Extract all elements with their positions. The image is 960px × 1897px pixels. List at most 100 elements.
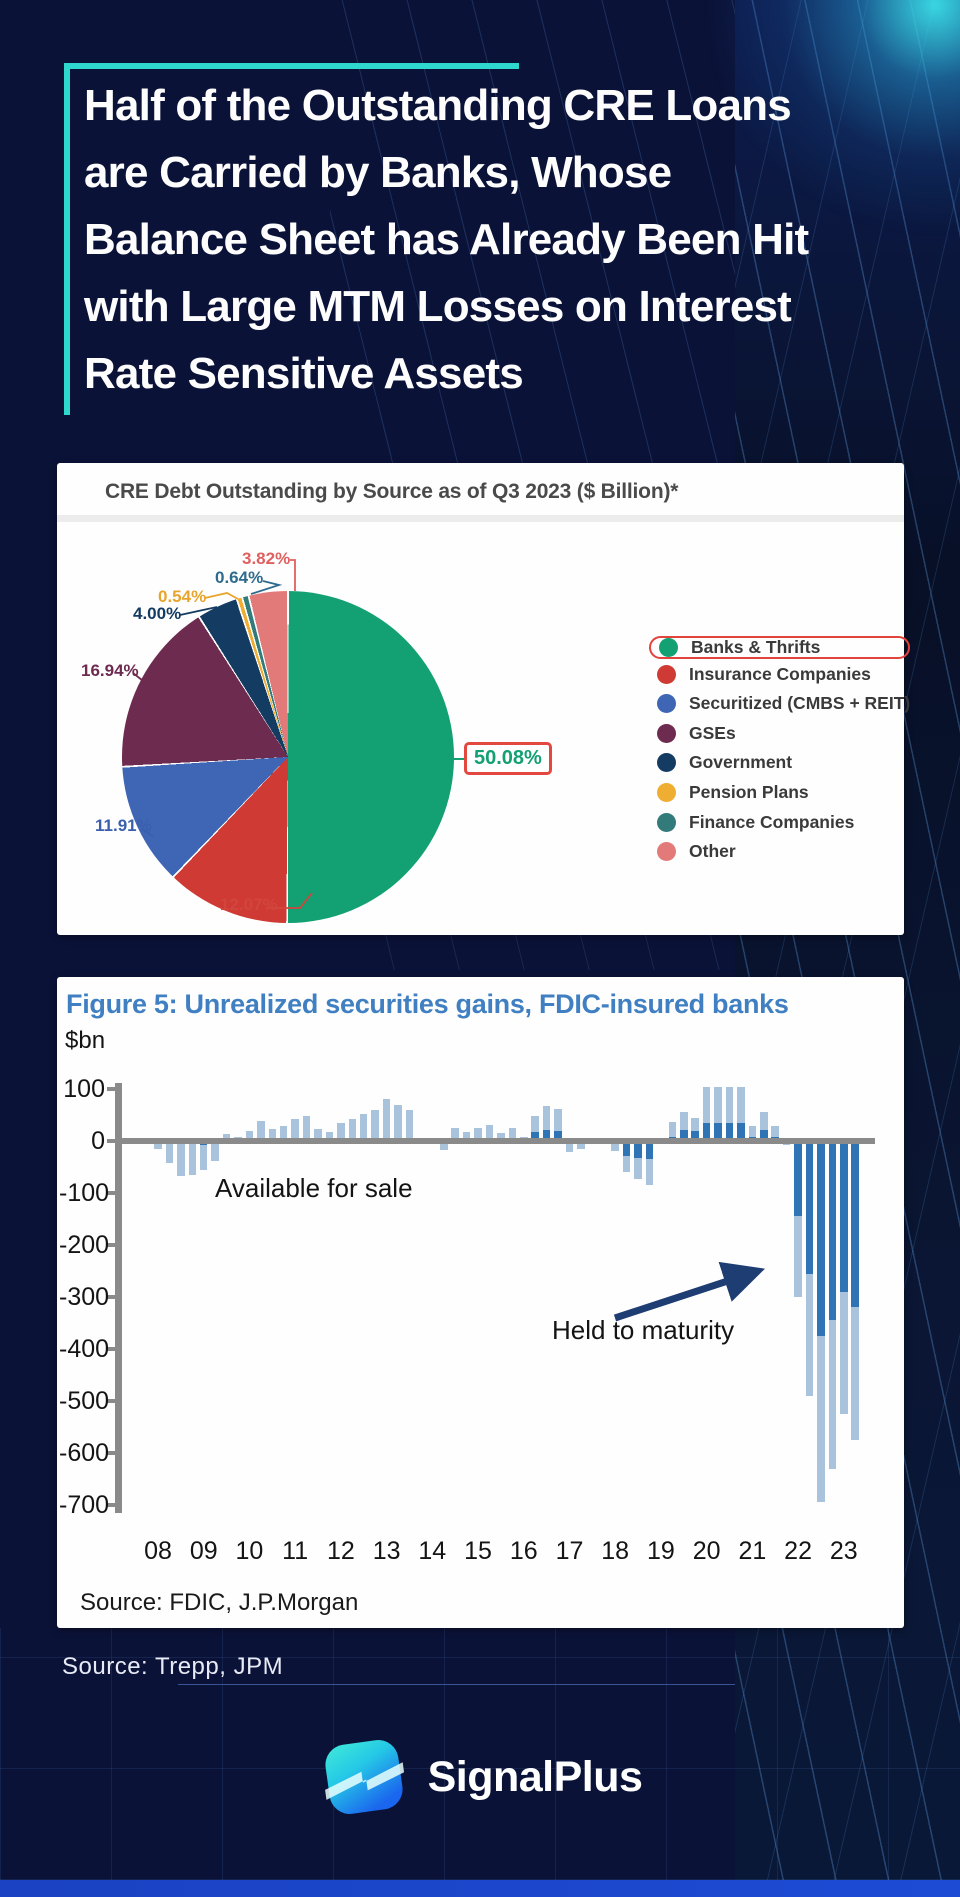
- legend-swatch: [657, 842, 676, 862]
- bar-segment: [851, 1141, 859, 1308]
- y-tick: [107, 1087, 115, 1091]
- legend-label: Other: [689, 841, 736, 862]
- y-tick-label: -600: [59, 1439, 110, 1467]
- bar-segment: [257, 1121, 265, 1141]
- x-year-label: 14: [418, 1537, 447, 1565]
- title-line: with Large MTM Losses on Interest: [84, 282, 792, 331]
- background-grid: [0, 1628, 960, 1880]
- title-accent-horizontal-line: [64, 63, 519, 69]
- x-year-label: 13: [372, 1537, 401, 1565]
- bar-segment: [714, 1122, 722, 1141]
- title-line: are Carried by Banks, Whose: [84, 148, 672, 197]
- bar-segment: [828, 1320, 837, 1469]
- bar-segment: [451, 1128, 459, 1141]
- y-tick-label: -200: [59, 1231, 110, 1259]
- x-year-label: 19: [647, 1537, 675, 1565]
- legend-label: GSEs: [689, 722, 736, 743]
- legend-item: Pension Plans: [657, 781, 910, 804]
- x-axis-line: [115, 1138, 875, 1144]
- bar-segment: [645, 1159, 654, 1186]
- y-tick: [107, 1139, 115, 1143]
- bar-segment: [474, 1128, 482, 1140]
- legend-swatch: [657, 723, 676, 743]
- pie-callout-1: 12.07%: [220, 895, 278, 914]
- annotation-available-for-sale: Available for sale: [215, 1173, 413, 1203]
- legend-label: Government: [689, 752, 793, 773]
- footer-divider-line: [178, 1684, 735, 1685]
- legend-label: Banks & Thrifts: [691, 637, 821, 657]
- bar-segment: [748, 1125, 757, 1137]
- bottom-accent-strip: [0, 1880, 960, 1897]
- bar-segment: [737, 1087, 745, 1123]
- bar-segment: [691, 1117, 699, 1132]
- signalplus-logo-icon: [324, 1740, 404, 1814]
- bar-segment: [222, 1133, 231, 1141]
- x-year-label: 11: [282, 1537, 309, 1565]
- y-axis-line: [115, 1083, 122, 1513]
- bar-segment: [851, 1307, 859, 1440]
- legend-label: Finance Companies: [689, 811, 855, 832]
- bar-segment: [714, 1087, 722, 1123]
- bar-segment: [622, 1156, 631, 1173]
- bar-segment: [817, 1336, 825, 1503]
- bar-segment: [245, 1130, 254, 1141]
- bar-segment: [302, 1116, 311, 1141]
- legend-swatch: [657, 782, 676, 802]
- y-tick-label: 100: [63, 1075, 105, 1103]
- bar-segment: [725, 1087, 734, 1123]
- bar-segment: [325, 1131, 334, 1141]
- legend-item: Finance Companies: [657, 811, 910, 834]
- bar-segment: [291, 1118, 299, 1141]
- legend-label: Insurance Companies: [689, 663, 871, 684]
- x-year-label: 23: [829, 1537, 858, 1565]
- background-diagonal-lines-top: [330, 0, 735, 470]
- pie-callout-5: 0.54%: [158, 587, 207, 606]
- bar-segment: [840, 1291, 848, 1414]
- y-tick: [107, 1347, 115, 1351]
- brand-lockup: SignalPlus: [0, 1733, 960, 1821]
- x-year-label: 12: [326, 1537, 355, 1565]
- legend-item: Government: [657, 751, 910, 774]
- bar-segment: [634, 1141, 642, 1158]
- bar-segment: [702, 1122, 711, 1141]
- bar-segment: [725, 1122, 734, 1141]
- bar-segment: [485, 1125, 494, 1139]
- bar-segment: [531, 1116, 539, 1132]
- legend-swatch: [657, 753, 676, 773]
- legend-label: Securitized (CMBS + REIT): [689, 693, 911, 714]
- y-tick: [107, 1451, 115, 1455]
- bar-segment: [622, 1141, 631, 1157]
- y-tick: [107, 1295, 115, 1299]
- pie-callout-6: 0.64%: [215, 568, 264, 587]
- bar-chart-panel: Figure 5: Unrealized securities gains, F…: [57, 977, 904, 1628]
- x-year-label: 17: [555, 1537, 584, 1565]
- legend-swatch: [657, 694, 676, 714]
- legend-swatch: [657, 664, 676, 684]
- pie-callout-4: 4.00%: [133, 604, 182, 623]
- y-tick: [107, 1191, 115, 1195]
- bar-segment: [211, 1144, 219, 1161]
- pie-callout-2: 11.91%: [95, 816, 152, 835]
- bar-segment: [645, 1141, 654, 1160]
- legend-item: Banks & Thrifts: [649, 636, 911, 659]
- bar-segment: [668, 1121, 677, 1137]
- annotation-held-to-maturity: Held to maturity: [552, 1315, 735, 1345]
- bar-segment: [199, 1145, 208, 1170]
- bar-segment: [497, 1132, 505, 1139]
- bar-segment: [554, 1109, 562, 1132]
- x-year-label: 18: [601, 1537, 630, 1565]
- legend-swatch: [657, 812, 676, 832]
- page-title: Half of the Outstanding CRE Loans are Ca…: [84, 72, 909, 407]
- x-year-label: 10: [235, 1537, 264, 1565]
- pie-callout-3: 16.94%: [81, 661, 139, 680]
- pie-legend: Banks & Thrifts Insurance Companies Securi…: [649, 636, 911, 870]
- bar-segment: [337, 1122, 345, 1141]
- x-year-label: 20: [692, 1537, 721, 1565]
- bar-segment: [771, 1126, 779, 1137]
- legend-item: Insurance Companies: [657, 663, 910, 686]
- bar-segment: [760, 1112, 768, 1130]
- y-tick-label: -500: [59, 1387, 110, 1415]
- bar-segment: [542, 1105, 551, 1130]
- pie-title-divider: [57, 515, 904, 522]
